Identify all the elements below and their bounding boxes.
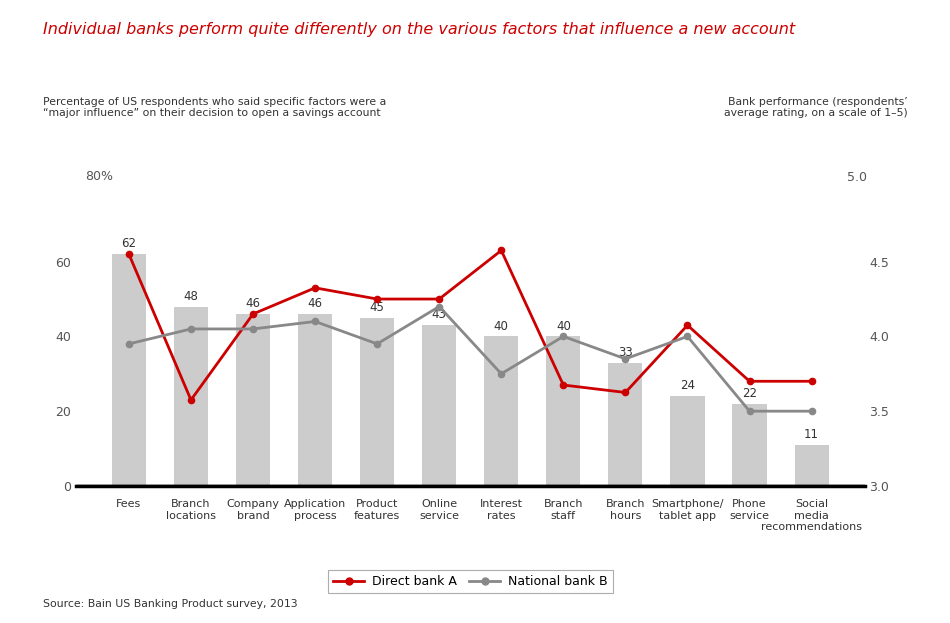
Text: 11: 11 [804, 428, 819, 441]
Text: 24: 24 [680, 379, 695, 392]
Text: 46: 46 [308, 297, 323, 310]
Bar [422, 325, 456, 486]
Text: 48: 48 [183, 290, 199, 303]
Bar [546, 336, 580, 486]
Text: 62: 62 [122, 237, 137, 250]
Text: 40: 40 [556, 320, 571, 333]
Text: 40: 40 [494, 320, 508, 333]
Text: 33: 33 [618, 346, 633, 359]
Bar [671, 396, 705, 486]
Text: 5.0: 5.0 [847, 171, 867, 184]
Bar [298, 314, 332, 486]
Text: 43: 43 [432, 308, 446, 321]
Text: 22: 22 [742, 387, 757, 400]
Text: 80%: 80% [86, 170, 113, 183]
Bar [174, 307, 208, 486]
Bar [794, 445, 828, 486]
Text: Source: Bain US Banking Product survey, 2013: Source: Bain US Banking Product survey, … [43, 599, 297, 609]
Text: Percentage of US respondents who said specific factors were a
“major influence” : Percentage of US respondents who said sp… [43, 97, 386, 118]
Text: 46: 46 [245, 297, 260, 310]
Text: 45: 45 [370, 301, 385, 314]
Bar [732, 404, 767, 486]
Text: Individual banks perform quite differently on the various factors that influence: Individual banks perform quite different… [43, 22, 795, 37]
Bar [236, 314, 270, 486]
Bar [484, 336, 519, 486]
Bar [360, 318, 394, 486]
Text: Bank performance (respondents’
average rating, on a scale of 1–5): Bank performance (respondents’ average r… [724, 97, 907, 118]
Legend: Direct bank A, National bank B: Direct bank A, National bank B [328, 570, 613, 593]
Bar [112, 254, 146, 486]
Bar [608, 363, 642, 486]
